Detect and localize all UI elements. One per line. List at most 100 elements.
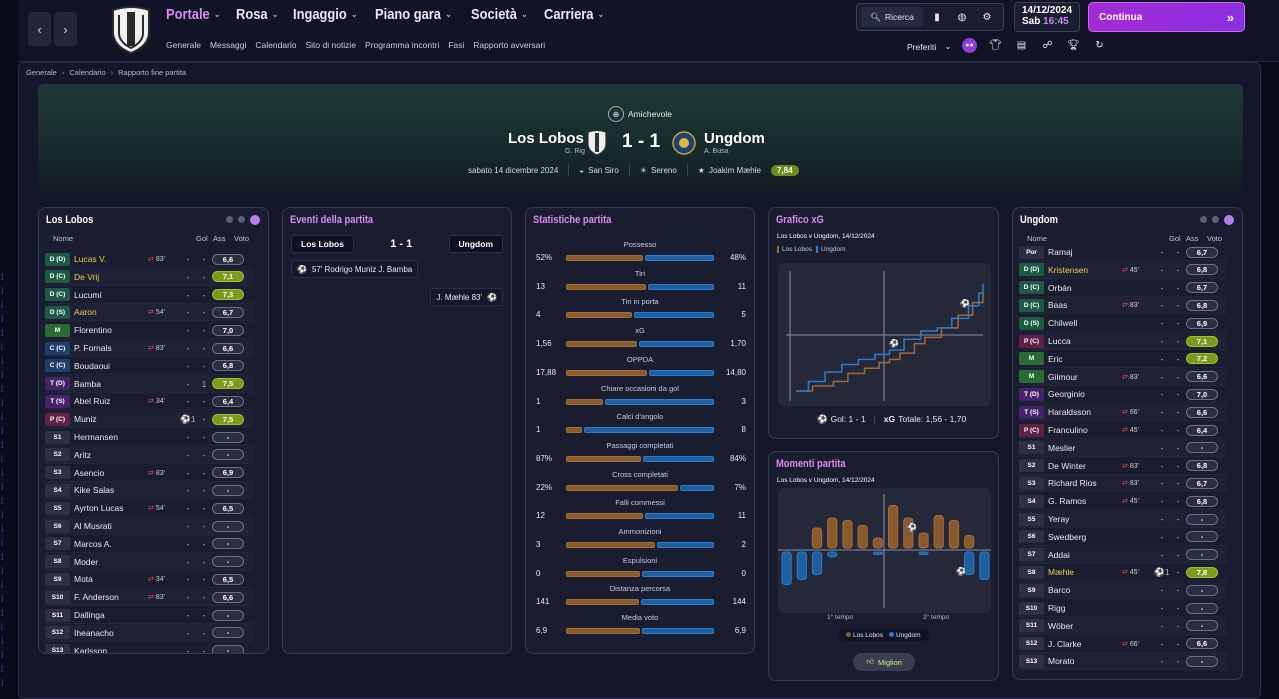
col-ass[interactable]: Ass (1186, 234, 1199, 243)
player-name[interactable]: Lucas V. (74, 254, 107, 264)
player-name[interactable]: De Winter (1048, 460, 1086, 471)
player-row[interactable]: S6 Swedberg - - - (1019, 529, 1227, 546)
player-name[interactable]: Meslier (1048, 442, 1076, 453)
best-moments-button[interactable]: 👍︎ Migliori (853, 653, 915, 671)
player-name[interactable]: Ayrton Lucas (74, 503, 124, 514)
player-row[interactable]: S13 Morato - - - (1019, 653, 1227, 671)
player-row[interactable]: S8 Mæhle ⇄ 45' ⚽1-7,8 (1019, 564, 1227, 582)
player-row[interactable]: S6 Al Musrati - - - (45, 518, 253, 535)
player-row[interactable]: T (D) Bamba -1 7,5 (45, 375, 253, 393)
player-name[interactable]: Lucumí (74, 289, 102, 300)
player-name[interactable]: Haraldsson (1048, 407, 1091, 418)
player-name[interactable]: Kike Salas (74, 485, 115, 496)
player-name[interactable]: Rigg (1048, 603, 1066, 613)
player-row[interactable]: S10 F. Anderson ⇄ 83' - -6,6 (45, 589, 253, 607)
player-row[interactable]: D (C) Baas ⇄ 83' - -6,8 (1019, 297, 1227, 315)
player-name[interactable]: Al Musrati (74, 521, 112, 531)
col-gol[interactable]: Gol (1169, 234, 1181, 243)
player-name[interactable]: Iheanacho (74, 627, 114, 638)
player-row[interactable]: S4 Kike Salas - - - (45, 482, 253, 500)
player-name[interactable]: Barco (1048, 585, 1071, 596)
refresh-icon[interactable]: ↻ (1095, 40, 1104, 51)
submenu-calendario[interactable]: Calendario (255, 40, 297, 50)
settings-button[interactable]: ⚙ (976, 7, 998, 27)
player-row[interactable]: S7 Marcos A. - - - (45, 536, 253, 553)
col-name[interactable]: Nome (1027, 234, 1048, 243)
submenu-messaggi[interactable]: Messaggi (209, 40, 247, 50)
panel-view-dots[interactable] (226, 215, 260, 225)
player-row[interactable]: S4 G. Ramos ⇄ 45' - -6,8 (1019, 493, 1227, 511)
player-row[interactable]: S3 Asencio ⇄ 83' - -6,9 (45, 465, 253, 482)
player-name[interactable]: Bamba (74, 378, 101, 389)
player-name[interactable]: Hermansen (74, 432, 118, 442)
player-row[interactable]: S12 J. Clarke ⇄ 66' - -6,6 (1019, 636, 1227, 653)
notebook-button[interactable]: ▮ (926, 7, 948, 27)
col-voto[interactable]: Voto (234, 234, 250, 243)
player-name[interactable]: Abel Ruiz (74, 396, 111, 407)
player-name[interactable]: De Vrij (74, 271, 100, 282)
player-name[interactable]: Gilmour (1048, 371, 1078, 382)
player-row[interactable]: S7 Addai - - - (1019, 546, 1227, 564)
player-row[interactable]: T (D) Georginio - -7,0 (1019, 386, 1227, 404)
menu-portale[interactable]: Portale ⌄ (166, 6, 221, 23)
player-row[interactable]: C (C) Boudaoui - -6,8 (45, 358, 253, 375)
player-name[interactable]: F. Anderson (74, 592, 119, 603)
player-name[interactable]: Kristensen (1048, 264, 1089, 275)
player-row[interactable]: D (C) Orbán - -6,7 (1019, 280, 1227, 297)
player-row[interactable]: S5 Ayrton Lucas ⇄ 54' - -6,5 (45, 500, 253, 518)
player-row[interactable]: S9 Mota ⇄ 34' - -6,5 (45, 571, 253, 589)
player-row[interactable]: S11 Dallinga - - - (45, 607, 253, 624)
submenu-fasi[interactable]: Fasi (448, 40, 465, 50)
player-name[interactable]: Asencio (74, 467, 105, 478)
shirt-icon[interactable]: 👕︎ (989, 40, 1002, 51)
player-name[interactable]: Mæhle (1048, 567, 1074, 578)
submenu-sito-notizie[interactable]: Sito di notizie (305, 40, 357, 50)
player-row[interactable]: S2 De Winter ⇄ 83' - -6,8 (1019, 458, 1227, 475)
player-name[interactable]: Richard Rios (1048, 478, 1097, 489)
player-name[interactable]: Moder (74, 556, 99, 567)
player-name[interactable]: Eric (1048, 353, 1063, 364)
forward-button[interactable]: › (54, 12, 77, 46)
player-name[interactable]: Baas (1048, 300, 1068, 311)
col-gol[interactable]: Gol (196, 234, 208, 243)
player-row[interactable]: S1 Meslier - - - (1019, 439, 1227, 457)
chat-icon[interactable]: ●● (962, 38, 977, 53)
player-name[interactable]: Marcos A. (74, 538, 112, 549)
player-row[interactable]: S1 Hermansen - - - (45, 429, 253, 446)
player-name[interactable]: Mota (74, 574, 93, 585)
menu-ingaggio[interactable]: Ingaggio ⌄ (292, 6, 358, 23)
home-team-name[interactable]: Los Lobos (508, 130, 584, 147)
player-row[interactable]: P (C) Franculino ⇄ 45' - -6,4 (1019, 422, 1227, 439)
player-name[interactable]: Aaron (74, 307, 97, 318)
player-row[interactable]: S11 Wöber - - - (1019, 617, 1227, 635)
menu-piano-gara[interactable]: Piano gara ⌄ (374, 6, 452, 23)
trophy-icon[interactable]: 🏆︎ (1067, 40, 1080, 51)
player-name[interactable]: Georginio (1048, 389, 1085, 400)
player-name[interactable]: Dallinga (74, 610, 105, 620)
player-name[interactable]: Morato (1048, 656, 1075, 667)
player-row[interactable]: D (D) Lucas V. ⇄ 83' - -6,6 (45, 251, 253, 268)
player-row[interactable]: M Gilmour ⇄ 83' - -6,6 (1019, 368, 1227, 386)
player-name[interactable]: Ramaj (1048, 247, 1073, 257)
favorites-dropdown[interactable]: Preferiti ⌄ (907, 41, 951, 52)
player-row[interactable]: S9 Barco - - - (1019, 582, 1227, 600)
away-team-name[interactable]: Ungdom (704, 130, 765, 147)
game-date[interactable]: 14/12/2024 Sab 16:45 (1014, 2, 1080, 32)
event-away-goal[interactable]: J. Mæhle 83' ⚽ (430, 288, 503, 306)
player-row[interactable]: S13 Karlsson - - - (45, 643, 253, 653)
player-row[interactable]: S3 Richard Rios ⇄ 83' - -6,7 (1019, 475, 1227, 493)
player-name[interactable]: Wöber (1048, 620, 1074, 631)
col-ass[interactable]: Ass (213, 234, 226, 243)
player-name[interactable]: Boudaoui (74, 360, 110, 371)
player-row[interactable]: T (S) Abel Ruiz ⇄ 34' - -6,4 (45, 393, 253, 411)
player-name[interactable]: Aritz (74, 449, 91, 460)
menu-societa[interactable]: Società ⌄ (470, 6, 528, 23)
player-name[interactable]: G. Ramos (1048, 496, 1087, 507)
player-row[interactable]: S5 Yeray - - - (1019, 511, 1227, 528)
player-name[interactable]: Addai (1048, 549, 1070, 560)
player-row[interactable]: M Florentino - -7,0 (45, 322, 253, 340)
player-row[interactable]: M Eric - -7,2 (1019, 351, 1227, 368)
player-row[interactable]: S12 Iheanacho - - - (45, 624, 253, 642)
hierarchy-icon[interactable]: ☍ (1042, 40, 1053, 51)
player-name[interactable]: Muniz (74, 414, 97, 425)
